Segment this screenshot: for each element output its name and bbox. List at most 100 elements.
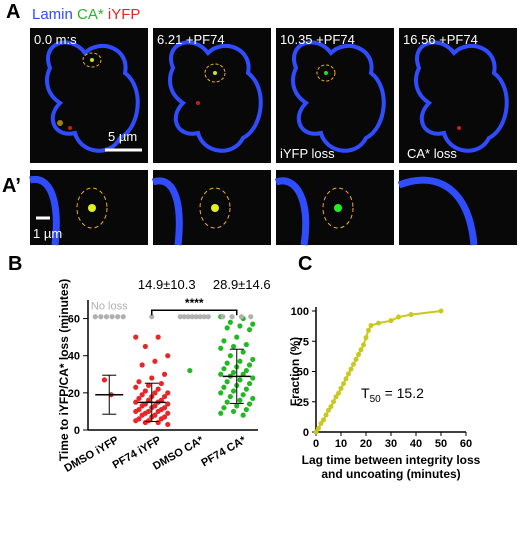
data-point — [237, 358, 243, 364]
timepoint: 16.56 +PF74 — [403, 32, 478, 47]
data-point — [361, 342, 366, 348]
data-point — [155, 408, 161, 415]
no-loss-point — [92, 314, 98, 320]
x-tick-label: 20 — [360, 438, 372, 450]
data-point — [155, 334, 161, 340]
no-loss-point — [189, 314, 195, 320]
no-loss-point — [185, 314, 191, 320]
data-point — [230, 369, 237, 376]
data-point — [218, 371, 224, 377]
data-point — [165, 421, 171, 428]
data-point — [234, 334, 240, 340]
annotation-t: T — [361, 385, 370, 401]
data-point — [237, 377, 243, 383]
data-point — [237, 323, 243, 329]
data-point — [145, 382, 152, 389]
y-tick-label: 0 — [74, 425, 80, 437]
annotation-sub: 50 — [370, 394, 382, 405]
data-point — [139, 362, 145, 368]
legend-iyfp: iYFP — [108, 6, 141, 23]
data-point — [136, 379, 142, 385]
annotation-rest: = 15.2 — [381, 385, 424, 401]
y-axis-label: Time to iYFP/CA* loss (minutes) — [57, 279, 71, 461]
significance-label: **** — [185, 296, 204, 310]
data-point — [246, 380, 253, 387]
data-point — [142, 343, 148, 350]
x-axis-label: Lag time between integrity loss — [302, 453, 481, 467]
data-point — [368, 323, 374, 329]
data-point — [133, 418, 139, 424]
data-point — [101, 377, 108, 383]
annotation: iYFP loss — [280, 146, 335, 161]
y-tick-label: 75 — [297, 336, 309, 348]
data-point — [224, 325, 230, 331]
data-point — [240, 349, 246, 355]
data-point — [250, 321, 256, 327]
data-point — [341, 381, 346, 387]
data-point — [316, 425, 321, 431]
data-point — [250, 356, 256, 363]
data-point — [221, 405, 227, 411]
no-loss-point — [248, 314, 254, 320]
data-point — [240, 412, 246, 418]
data-point — [321, 417, 326, 423]
data-point — [408, 312, 414, 318]
data-point — [224, 360, 230, 366]
data-point — [328, 404, 334, 410]
image-row-a-prime: 1 µm — [29, 170, 517, 246]
data-point — [230, 343, 237, 350]
data-point — [165, 390, 171, 396]
no-loss-point — [120, 314, 126, 320]
no-loss-point — [103, 314, 110, 320]
no-loss-point — [238, 314, 245, 320]
data-point — [358, 347, 364, 353]
data-point — [133, 384, 139, 390]
data-point — [165, 353, 171, 359]
data-point — [139, 403, 145, 409]
data-point — [142, 388, 148, 394]
timepoint: 10.35 +PF74 — [280, 32, 355, 47]
y-tick-label: 0 — [303, 427, 309, 439]
panel-label: B — [8, 253, 22, 275]
data-point — [230, 388, 237, 394]
data-point — [438, 308, 444, 314]
data-point — [333, 394, 339, 400]
no-loss-point — [109, 314, 115, 320]
data-point — [318, 421, 324, 427]
data-point — [165, 401, 171, 407]
y-tick-label: 25 — [297, 397, 309, 409]
data-point — [353, 356, 359, 362]
data-point — [234, 403, 240, 409]
x-tick-label: 0 — [313, 438, 319, 450]
y-tick-label: 100 — [291, 306, 309, 318]
data-point — [155, 419, 161, 426]
data-point — [323, 412, 329, 418]
data-point — [149, 375, 155, 381]
panel-label: C — [298, 253, 312, 275]
scale-bar-label: 1 µm — [33, 226, 62, 241]
data-point — [250, 395, 256, 402]
panel-label: A’ — [2, 175, 21, 197]
data-point — [250, 375, 256, 381]
data-point — [230, 408, 237, 415]
data-point — [376, 320, 381, 326]
data-point — [218, 410, 224, 416]
data-point — [351, 361, 356, 367]
x-tick-label: PF74 CA* — [199, 434, 249, 470]
x-tick-label: 60 — [460, 438, 472, 450]
x-tick-label: 50 — [435, 438, 447, 450]
data-point — [246, 327, 253, 333]
x-tick-label: 30 — [385, 438, 397, 450]
data-point — [133, 408, 139, 415]
data-point — [336, 390, 341, 396]
data-point — [243, 386, 249, 392]
data-point — [246, 362, 253, 368]
data-point — [161, 393, 168, 400]
data-point — [243, 406, 249, 413]
data-point — [139, 392, 145, 398]
y-axis-label: Fraction (%) — [288, 337, 302, 406]
data-point — [243, 367, 249, 374]
panel-label: A — [6, 1, 20, 23]
data-point — [346, 371, 351, 377]
stat-label: 28.9±14.6 — [213, 277, 271, 292]
